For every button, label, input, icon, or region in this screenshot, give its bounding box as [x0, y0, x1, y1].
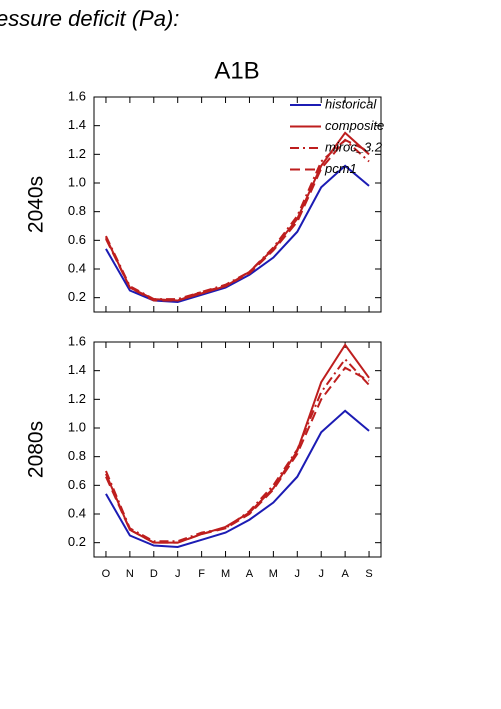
y-tick-label: 1.4: [68, 117, 86, 132]
x-tick-label: A: [246, 568, 254, 580]
y-tick-label: 0.2: [68, 289, 86, 304]
y-tick-label: 1.0: [68, 174, 86, 189]
y-tick-label: 0.6: [68, 232, 86, 247]
y-tick-label: 0.4: [68, 260, 86, 275]
x-tick-label: D: [150, 568, 158, 580]
series-line: [105, 357, 370, 543]
x-tick-label: A: [341, 568, 349, 580]
y-tick-label: 1.2: [68, 146, 86, 161]
y-tick-label: 1.2: [68, 391, 86, 406]
legend-label: historical: [325, 96, 377, 111]
y-tick-label: 0.6: [68, 477, 86, 492]
y-tick-label: 0.2: [68, 534, 86, 549]
y-tick-label: 0.4: [68, 505, 86, 520]
legend-label: miroc_3.2: [325, 139, 383, 154]
x-tick-label: J: [318, 568, 324, 580]
x-tick-label: J: [295, 568, 301, 580]
y-axis-label: 2080s: [25, 421, 48, 478]
x-tick-label: J: [175, 568, 181, 580]
y-tick-label: 1.0: [68, 419, 86, 434]
x-tick-label: M: [221, 568, 230, 580]
series-line: [105, 366, 370, 544]
series-line: [105, 138, 370, 301]
x-tick-label: O: [102, 568, 111, 580]
x-tick-label: N: [126, 568, 134, 580]
legend-label: pcm1: [324, 161, 357, 176]
series-line: [105, 343, 370, 544]
page-title: essure deficit (Pa):: [0, 6, 179, 31]
plot-frame: [93, 96, 382, 313]
x-tick-label: M: [269, 568, 278, 580]
chart-title: A1B: [214, 57, 259, 84]
series-line: [105, 409, 370, 548]
x-tick-label: S: [365, 568, 372, 580]
y-tick-label: 1.4: [68, 362, 86, 377]
y-tick-label: 1.6: [68, 88, 86, 103]
y-tick-label: 0.8: [68, 203, 86, 218]
series-line: [105, 138, 370, 302]
y-tick-label: 0.8: [68, 448, 86, 463]
y-axis-label: 2040s: [25, 176, 48, 233]
y-tick-label: 1.6: [68, 333, 86, 348]
x-tick-label: F: [198, 568, 205, 580]
plot-frame: [93, 341, 382, 558]
legend-label: composite: [325, 118, 384, 133]
series-line: [105, 164, 370, 303]
